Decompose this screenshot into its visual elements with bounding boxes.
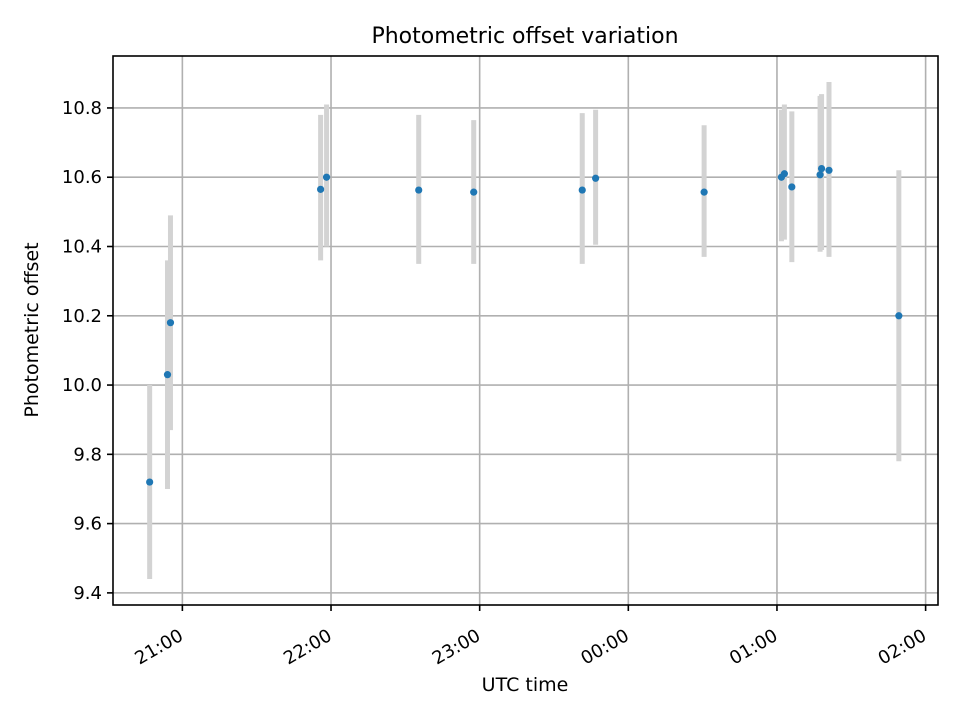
data-point xyxy=(816,171,824,179)
data-point xyxy=(317,185,325,193)
data-point xyxy=(415,186,423,194)
data-point xyxy=(700,188,708,196)
y-tick-label: 10.6 xyxy=(62,167,102,188)
plot-area-frame xyxy=(112,55,939,606)
data-points xyxy=(146,164,903,486)
axis-ticks: 21:00 22:00 23:00 00:00 01:00 02:00 9.4 9.6 9.8 1… xyxy=(62,98,930,669)
grid-layer xyxy=(113,56,938,605)
x-tick-label: 22:00 xyxy=(280,625,335,669)
y-tick-label: 10.0 xyxy=(62,375,102,396)
data-point xyxy=(780,170,788,178)
data-point xyxy=(470,188,478,196)
x-axis-label: UTC time xyxy=(482,674,569,696)
y-tick-label: 9.6 xyxy=(73,514,102,535)
x-tick-label: 21:00 xyxy=(131,625,186,669)
y-axis-label: Photometric offset xyxy=(21,242,43,417)
x-tick-label: 02:00 xyxy=(875,625,930,669)
y-tick-label: 10.8 xyxy=(62,98,102,119)
y-tick-label: 9.8 xyxy=(73,444,102,465)
error-bars xyxy=(147,81,902,580)
data-point xyxy=(163,371,172,379)
data-point xyxy=(146,478,154,486)
data-point xyxy=(817,164,826,173)
data-point xyxy=(788,183,796,191)
x-tick-label: 23:00 xyxy=(429,625,484,669)
y-tick-label: 9.4 xyxy=(73,583,102,604)
chart-title: Photometric offset variation xyxy=(371,24,678,49)
x-tick-label: 01:00 xyxy=(726,625,781,669)
data-point xyxy=(322,173,331,181)
x-tick-label: 00:00 xyxy=(577,625,632,669)
data-point xyxy=(578,186,586,194)
data-point xyxy=(166,319,175,327)
data-point xyxy=(895,312,903,320)
y-tick-label: 10.4 xyxy=(62,237,102,258)
data-point xyxy=(825,166,833,174)
y-tick-label: 10.2 xyxy=(62,306,102,327)
data-point xyxy=(592,174,600,182)
